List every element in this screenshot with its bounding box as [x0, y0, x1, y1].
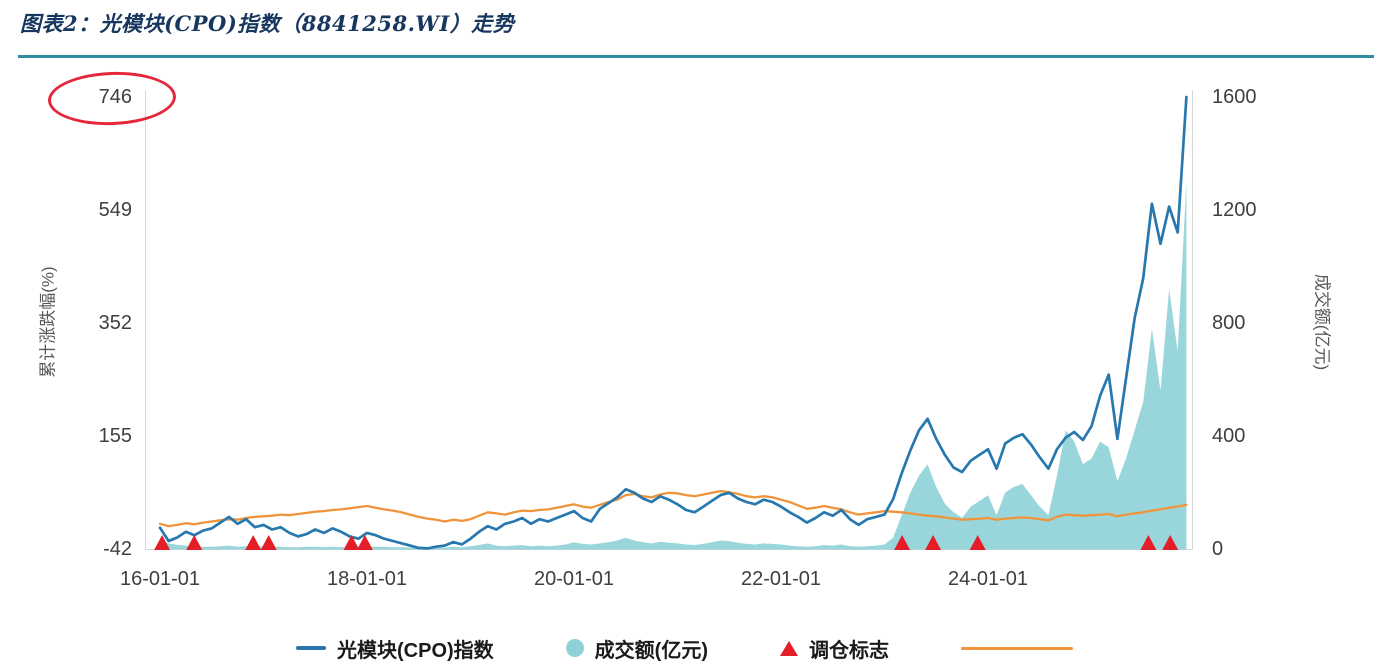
right-axis-tick-label: 1600 [1212, 86, 1257, 108]
volume-area-series [160, 181, 1187, 550]
rebalance-marker [186, 535, 203, 550]
x-axis-tick-label: 24-01-01 [947, 568, 1029, 590]
right-axis-tick-label: 400 [1212, 425, 1246, 447]
rebalance-marker [356, 535, 373, 550]
rebalance-marker [894, 535, 911, 550]
left-axis-tick-label: 746 [98, 86, 132, 108]
plot-area [145, 88, 1193, 558]
chart-canvas [145, 90, 1193, 550]
index-line-swatch-icon [296, 646, 326, 650]
right-axis-tick-label: 800 [1212, 312, 1246, 334]
rebalance-marker [925, 535, 942, 550]
title-divider [18, 55, 1374, 58]
right-axis-title: 成交额(亿元) [1312, 273, 1332, 371]
benchmark-line-swatch-icon [961, 646, 1073, 650]
left-axis-tick-label: -42 [103, 538, 132, 560]
rebalance-triangle-swatch-icon [780, 640, 798, 656]
x-axis-tick-label: 22-01-01 [740, 568, 822, 590]
legend-item-index: 光模块(CPO)指数 [296, 634, 494, 663]
rebalance-marker [969, 535, 986, 550]
right-axis-tick-label: 0 [1212, 538, 1224, 560]
legend-item-rebalance: 调仓标志 [780, 634, 889, 663]
x-axis-tick-label: 16-01-01 [119, 568, 201, 590]
left-axis-tick-label: 155 [98, 425, 132, 447]
benchmark-line-series [158, 489, 1188, 528]
legend-label-index: 光模块(CPO)指数 [337, 639, 494, 662]
legend: 光模块(CPO)指数 成交额(亿元) 调仓标志 [145, 630, 1235, 666]
index-line-series [158, 95, 1188, 550]
rebalance-marker [1140, 535, 1157, 550]
rebalance-marker [154, 535, 171, 550]
rebalance-marker [245, 535, 262, 550]
rebalance-marker [260, 535, 277, 550]
legend-item-volume: 成交额(亿元) [565, 634, 708, 663]
rebalance-marker [1162, 535, 1179, 550]
rebalance-marker [343, 535, 360, 550]
legend-item-benchmark [961, 646, 1084, 650]
x-axis-tick-label: 20-01-01 [533, 568, 615, 590]
volume-circle-swatch-icon [565, 639, 584, 657]
left-axis-tick-label: 352 [98, 312, 132, 334]
legend-label-rebalance: 调仓标志 [809, 639, 889, 662]
legend-label-volume: 成交额(亿元) [594, 639, 708, 662]
right-axis-tick-label: 1200 [1212, 199, 1257, 221]
left-axis-tick-label: 549 [98, 199, 132, 221]
figure-title: 图表2：光模块(CPO)指数（8841258.WI）走势 [20, 11, 515, 36]
x-axis-tick-label: 18-01-01 [326, 568, 408, 590]
